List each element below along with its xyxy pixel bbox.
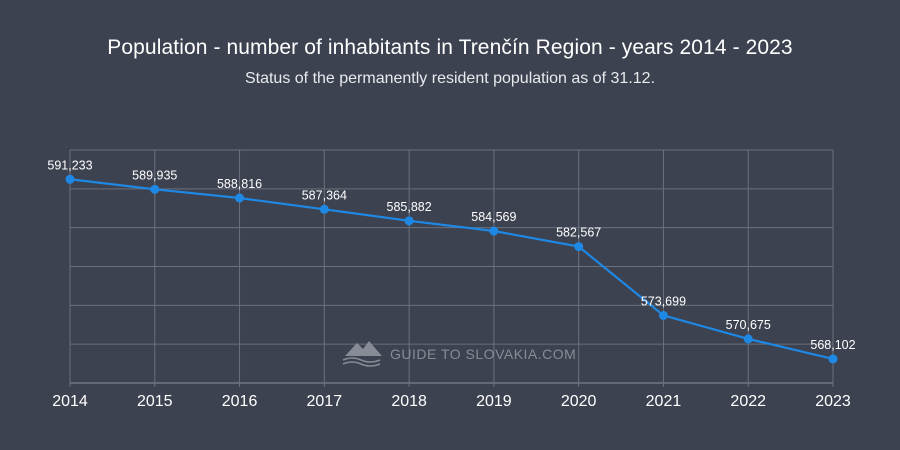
x-tick-label-2023: 2023 <box>815 393 851 410</box>
x-tick-label-2022: 2022 <box>730 393 766 410</box>
data-point-2019 <box>489 226 499 236</box>
x-tick-label-2015: 2015 <box>137 393 173 410</box>
data-point-2022 <box>743 334 753 344</box>
series-line-layer <box>69 178 834 360</box>
data-point-2023 <box>828 354 838 364</box>
data-point-2015 <box>150 184 160 194</box>
data-point-2017 <box>319 204 329 214</box>
x-tick-labels: 2014 2015 2016 2017 2018 2019 2020 2021 2022 2023 <box>52 393 851 410</box>
x-tick-label-2016: 2016 <box>222 393 258 410</box>
data-point-2014 <box>65 174 75 184</box>
watermark: GUIDE TO SLOVAKIA.COM <box>342 341 576 367</box>
x-tick-label-2021: 2021 <box>646 393 682 410</box>
data-point-2016 <box>235 193 245 203</box>
data-label-2019: 584,569 <box>471 210 516 224</box>
data-point-2018 <box>404 216 414 226</box>
chart-title: Population - number of inhabitants in Tr… <box>107 36 793 59</box>
grid <box>69 149 834 387</box>
data-label-2017: 587,364 <box>302 188 347 202</box>
watermark-text: GUIDE TO SLOVAKIA.COM <box>390 346 576 362</box>
data-point-2021 <box>658 310 668 320</box>
data-label-2015: 589,935 <box>132 168 177 182</box>
data-point-2020 <box>574 242 584 252</box>
data-points <box>65 174 838 364</box>
x-tick-label-2018: 2018 <box>391 393 427 410</box>
data-label-2023: 568,102 <box>810 338 855 352</box>
data-label-2022: 570,675 <box>726 318 771 332</box>
x-tick-label-2019: 2019 <box>476 393 512 410</box>
x-tick-label-2020: 2020 <box>561 393 597 410</box>
data-label-2016: 588,816 <box>217 177 262 191</box>
data-label-2020: 582,567 <box>556 226 601 240</box>
x-tick-label-2014: 2014 <box>52 393 88 410</box>
data-label-2021: 573,699 <box>641 294 686 308</box>
chart-subtitle: Status of the permanently resident popul… <box>244 70 656 87</box>
population-series-line <box>69 178 834 360</box>
x-tick-label-2017: 2017 <box>307 393 343 410</box>
mountain-logo-icon <box>342 341 382 367</box>
data-label-2018: 585,882 <box>387 200 432 214</box>
data-label-2014: 591,233 <box>47 158 92 172</box>
data-labels: 591,233 589,935 588,816 587,364 585,882 584,5… <box>47 158 855 352</box>
